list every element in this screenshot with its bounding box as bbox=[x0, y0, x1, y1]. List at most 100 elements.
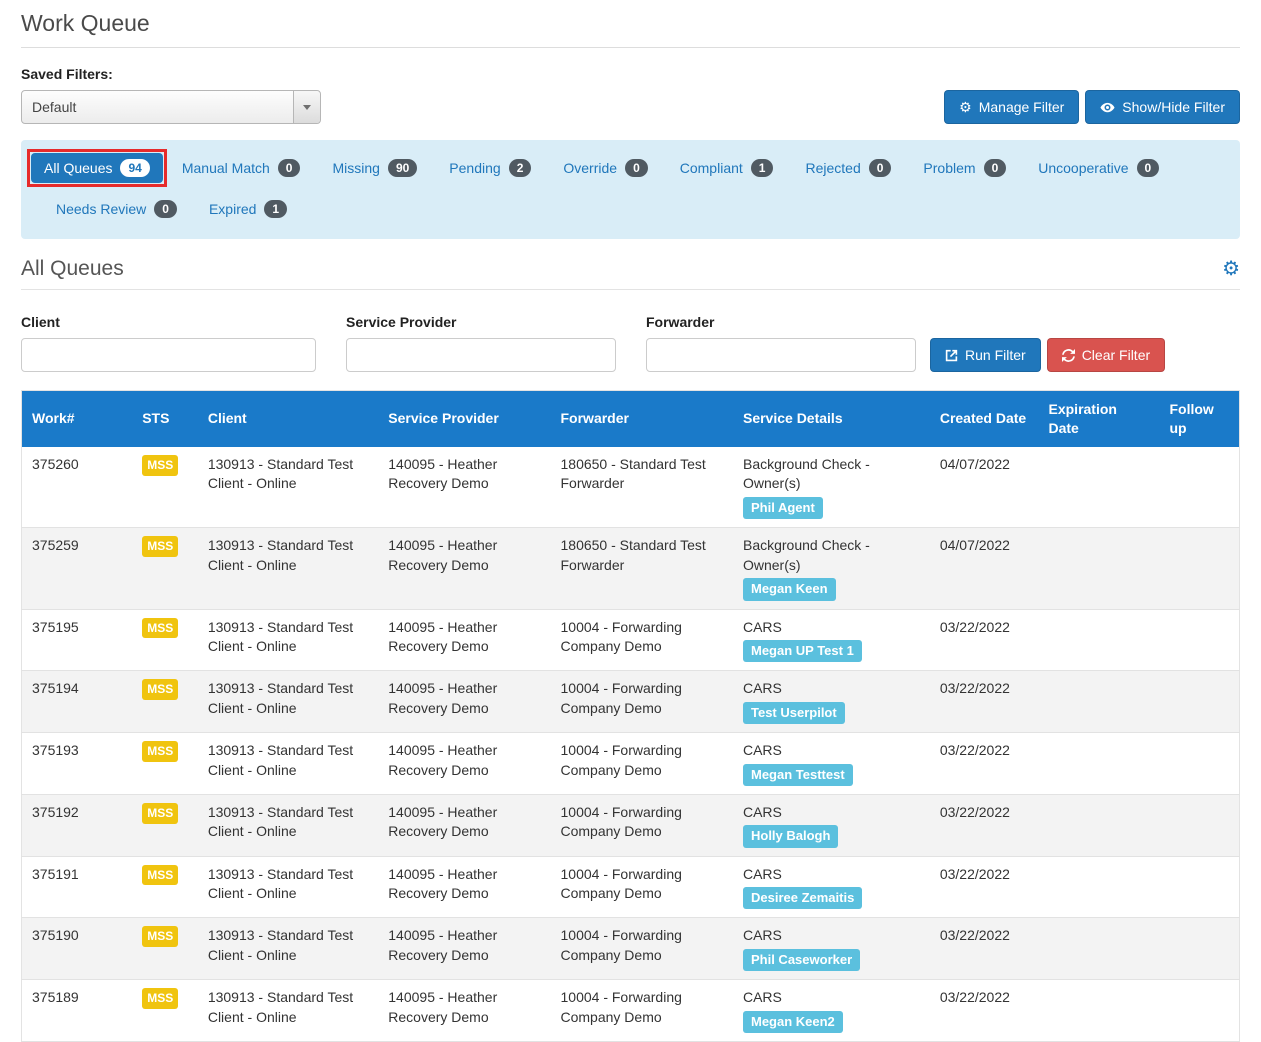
refresh-icon bbox=[1061, 348, 1075, 362]
assignee-badge[interactable]: Desiree Zemaitis bbox=[742, 887, 863, 910]
tab-expired[interactable]: Expired 1 bbox=[196, 194, 300, 224]
assignee-badge[interactable]: Megan Keen2 bbox=[742, 1010, 843, 1033]
status-badge: MSS bbox=[142, 617, 179, 639]
table-row[interactable]: 375193 MSS 130913 - Standard Test Client… bbox=[21, 732, 1240, 795]
created-date-cell: 04/07/2022 bbox=[929, 527, 1039, 610]
tab-label: Missing bbox=[332, 160, 380, 176]
tab-override[interactable]: Override 0 bbox=[550, 153, 660, 183]
service-name: CARS bbox=[742, 803, 782, 820]
service-provider-cell: 140095 - Heather Recovery Demo bbox=[378, 979, 551, 1042]
follow-up-cell bbox=[1159, 446, 1240, 529]
work-number-cell: 375195 bbox=[21, 609, 133, 672]
settings-gear-icon[interactable]: ⚙ bbox=[1222, 258, 1240, 280]
created-date-cell: 03/22/2022 bbox=[929, 856, 1039, 919]
manage-filter-label: Manage Filter bbox=[978, 99, 1065, 115]
show-hide-filter-button[interactable]: Show/Hide Filter bbox=[1085, 90, 1240, 124]
table-row[interactable]: 375189 MSS 130913 - Standard Test Client… bbox=[21, 979, 1240, 1042]
table-row[interactable]: 375192 MSS 130913 - Standard Test Client… bbox=[21, 794, 1240, 857]
work-number-cell: 375189 bbox=[21, 979, 133, 1042]
service-provider-filter-input[interactable] bbox=[346, 338, 616, 372]
tab-label: Override bbox=[563, 160, 618, 176]
tab-problem[interactable]: Problem 0 bbox=[910, 153, 1019, 183]
tab-label: Pending bbox=[449, 160, 501, 176]
service-name: CARS bbox=[742, 989, 782, 1006]
assignee-badge[interactable]: Phil Caseworker bbox=[742, 949, 861, 972]
client-cell: 130913 - Standard Test Client - Online bbox=[197, 794, 379, 857]
select-dropdown-button[interactable] bbox=[293, 91, 320, 123]
forwarder-cell: 10004 - Forwarding Company Demo bbox=[550, 856, 733, 919]
forwarder-filter-input[interactable] bbox=[646, 338, 916, 372]
assignee-badge[interactable]: Phil Agent bbox=[742, 496, 823, 520]
run-filter-button[interactable]: Run Filter bbox=[930, 338, 1041, 372]
assignee-badge[interactable]: Megan Keen bbox=[742, 578, 836, 601]
expiration-date-cell bbox=[1038, 794, 1160, 857]
service-details-cell: CARS Test Userpilot bbox=[732, 670, 930, 734]
eye-icon bbox=[1100, 100, 1115, 115]
table-row[interactable]: 375194 MSS 130913 - Standard Test Client… bbox=[21, 670, 1240, 734]
client-filter-input[interactable] bbox=[21, 338, 316, 372]
tab-label: Compliant bbox=[679, 160, 743, 176]
table-row[interactable]: 375195 MSS 130913 - Standard Test Client… bbox=[21, 609, 1240, 672]
clear-filter-button[interactable]: Clear Filter bbox=[1046, 338, 1166, 372]
service-provider-filter-label: Service Provider bbox=[346, 314, 457, 330]
status-cell: MSS bbox=[132, 732, 198, 795]
column-header-work-: Work# bbox=[21, 390, 133, 447]
forwarder-cell: 10004 - Forwarding Company Demo bbox=[550, 732, 733, 795]
expiration-date-cell bbox=[1038, 670, 1160, 734]
queue-tabs-row-1: All Queues 94 Manual Match 0 Missing 90 … bbox=[27, 149, 1230, 187]
tab-count-badge: 0 bbox=[625, 159, 648, 177]
tab-rejected[interactable]: Rejected 0 bbox=[792, 153, 904, 183]
work-number-cell: 375190 bbox=[21, 917, 133, 981]
panel-title: All Queues bbox=[21, 257, 124, 280]
service-details-cell: CARS Megan Keen2 bbox=[732, 979, 930, 1042]
tab-manual-match[interactable]: Manual Match 0 bbox=[169, 153, 314, 183]
column-header-client: Client bbox=[197, 390, 379, 447]
manage-filter-button[interactable]: ⚙ Manage Filter bbox=[944, 90, 1080, 124]
table-row[interactable]: 375191 MSS 130913 - Standard Test Client… bbox=[21, 856, 1240, 919]
work-number-cell: 375193 bbox=[21, 732, 133, 795]
status-badge: MSS bbox=[142, 536, 179, 557]
tab-pending[interactable]: Pending 2 bbox=[436, 153, 544, 183]
assignee-badge[interactable]: Test Userpilot bbox=[742, 701, 845, 725]
tab-needs-review[interactable]: Needs Review 0 bbox=[43, 194, 190, 224]
table-row[interactable]: 375259 MSS 130913 - Standard Test Client… bbox=[21, 527, 1240, 610]
tab-compliant[interactable]: Compliant 1 bbox=[667, 153, 787, 183]
tab-label: Uncooperative bbox=[1038, 160, 1129, 176]
assignee-badge[interactable]: Megan Testtest bbox=[742, 763, 853, 786]
service-provider-cell: 140095 - Heather Recovery Demo bbox=[378, 609, 551, 672]
tab-count-badge: 0 bbox=[1136, 159, 1160, 177]
header-buttons: ⚙ Manage Filter Show/Hide Filter bbox=[944, 90, 1240, 124]
assignee-badge[interactable]: Megan UP Test 1 bbox=[742, 640, 862, 663]
tab-all-queues[interactable]: All Queues 94 bbox=[27, 149, 167, 187]
service-name: CARS bbox=[742, 927, 782, 944]
saved-filter-select[interactable]: Default bbox=[21, 90, 321, 124]
status-cell: MSS bbox=[132, 794, 198, 857]
table-row[interactable]: 375190 MSS 130913 - Standard Test Client… bbox=[21, 917, 1240, 981]
service-name: Background Check - Owner(s) bbox=[742, 537, 870, 573]
tab-label: All Queues bbox=[44, 160, 113, 176]
page-title: Work Queue bbox=[21, 10, 150, 36]
status-cell: MSS bbox=[132, 856, 198, 919]
service-provider-cell: 140095 - Heather Recovery Demo bbox=[378, 917, 551, 981]
status-badge: MSS bbox=[142, 454, 179, 476]
status-badge: MSS bbox=[142, 988, 179, 1010]
created-date-cell: 03/22/2022 bbox=[929, 794, 1039, 857]
follow-up-cell bbox=[1159, 609, 1240, 672]
panel-header: All Queues ⚙ bbox=[21, 257, 1240, 290]
forwarder-filter-group: Forwarder bbox=[646, 314, 916, 372]
title-divider bbox=[21, 47, 1240, 48]
service-name: CARS bbox=[742, 680, 782, 697]
work-number-cell: 375194 bbox=[21, 670, 133, 734]
service-name: CARS bbox=[742, 865, 782, 882]
service-details-cell: Background Check - Owner(s) Megan Keen bbox=[732, 527, 930, 610]
service-details-cell: CARS Desiree Zemaitis bbox=[732, 856, 930, 919]
tab-label: Expired bbox=[208, 201, 257, 217]
tab-uncooperative[interactable]: Uncooperative 0 bbox=[1025, 153, 1172, 183]
assignee-badge[interactable]: Holly Balogh bbox=[742, 825, 839, 848]
forwarder-cell: 10004 - Forwarding Company Demo bbox=[550, 670, 733, 734]
column-header-service-details: Service Details bbox=[732, 390, 930, 447]
tab-missing[interactable]: Missing 90 bbox=[319, 153, 430, 183]
saved-filter-selected-value: Default bbox=[32, 99, 77, 115]
table-row[interactable]: 375260 MSS 130913 - Standard Test Client… bbox=[21, 446, 1240, 529]
